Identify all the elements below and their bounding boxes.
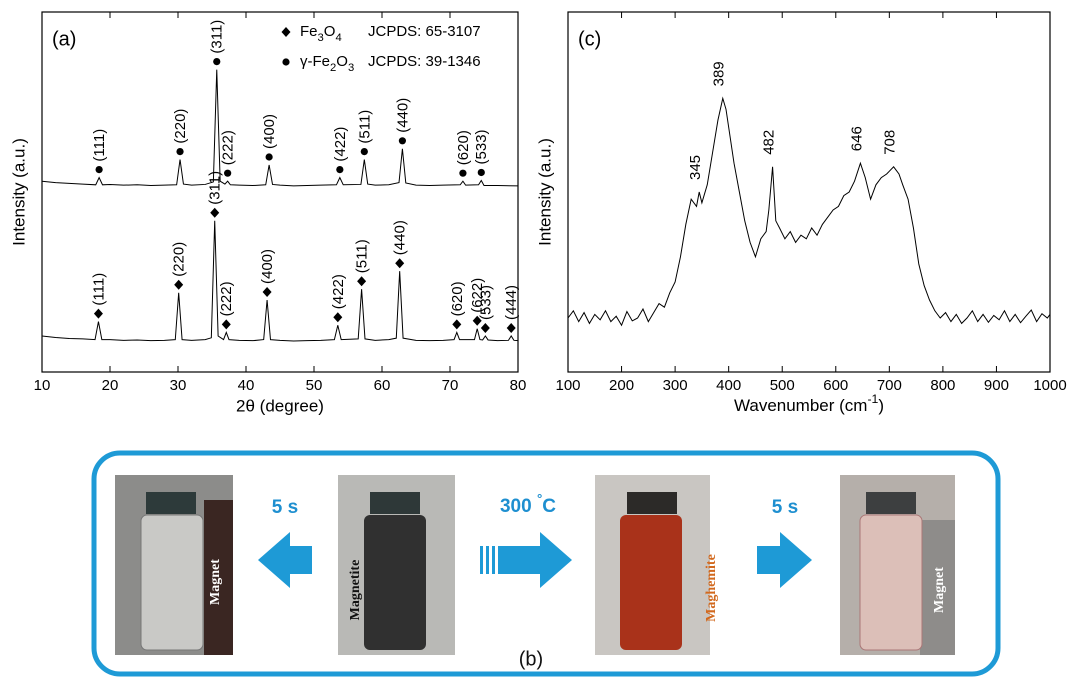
peak-marker xyxy=(96,166,103,173)
peak-label: (422) xyxy=(330,274,347,309)
peak-marker xyxy=(361,148,368,155)
x-tick-label: 500 xyxy=(770,377,795,394)
peak-label: (440) xyxy=(392,220,409,255)
photo-3 xyxy=(595,475,710,655)
peak-marker xyxy=(210,208,219,218)
peak-label: (111) xyxy=(91,129,108,162)
peak-marker xyxy=(213,58,220,65)
peak-marker xyxy=(222,319,231,329)
arrow xyxy=(258,532,312,588)
legend-marker xyxy=(282,27,291,37)
panel-label: (a) xyxy=(52,28,76,50)
peak-marker xyxy=(452,319,461,329)
peak-label: 482 xyxy=(761,130,778,155)
peak-label: (111) xyxy=(90,273,107,306)
peak-label: (311) xyxy=(209,20,226,54)
x-tick-label: 200 xyxy=(609,377,634,394)
peak-marker xyxy=(176,148,183,155)
step-label: 5 s xyxy=(272,497,298,518)
arrow xyxy=(480,532,572,588)
x-tick-label: 800 xyxy=(930,377,955,394)
legend-label: JCPDS: 65-3107 xyxy=(368,23,481,40)
peak-label: 345 xyxy=(687,155,704,180)
x-tick-label: 50 xyxy=(306,377,323,394)
legend-label: Fe3O4 xyxy=(300,23,342,44)
peak-marker xyxy=(399,137,406,144)
peak-marker xyxy=(478,169,485,176)
peak-label: (511) xyxy=(356,110,373,144)
peak-label: (533) xyxy=(473,129,490,164)
x-tick-label: 1000 xyxy=(1033,377,1066,394)
peak-marker xyxy=(266,153,273,160)
data-line xyxy=(42,70,518,186)
peak-label: (222) xyxy=(220,130,237,165)
x-tick-label: 900 xyxy=(984,377,1009,394)
peak-marker xyxy=(395,258,404,268)
legend-marker xyxy=(282,58,289,65)
x-tick-label: 700 xyxy=(877,377,902,394)
peak-marker xyxy=(507,323,516,333)
legend-label: γ-Fe2O3 xyxy=(300,53,354,74)
peak-marker xyxy=(357,276,366,286)
peak-marker xyxy=(333,312,342,322)
x-tick-label: 300 xyxy=(663,377,688,394)
vial-label: Maghemite xyxy=(704,554,719,622)
panel-label: (c) xyxy=(578,28,601,50)
peak-label: (400) xyxy=(261,114,278,149)
data-line xyxy=(568,98,1050,325)
peak-label: (444) xyxy=(503,285,520,320)
peak-label: (222) xyxy=(218,281,235,316)
x-axis-label: 2θ (degree) xyxy=(236,396,324,415)
peak-label: (440) xyxy=(394,98,411,133)
vial-label: Magnetite xyxy=(348,560,363,621)
peak-label: (400) xyxy=(259,249,276,284)
x-tick-label: 80 xyxy=(510,377,527,394)
peak-marker xyxy=(94,309,103,319)
x-tick-label: 10 xyxy=(34,377,51,394)
photo-4 xyxy=(840,475,955,655)
plot-frame xyxy=(568,12,1050,372)
peak-marker xyxy=(224,170,231,177)
step-label: 5 s xyxy=(772,497,798,518)
peak-label: (422) xyxy=(332,127,349,162)
peak-marker xyxy=(459,170,466,177)
peak-marker xyxy=(481,323,490,333)
vial-label: Magnet xyxy=(932,567,947,613)
peak-marker xyxy=(336,166,343,173)
step-label: 300 °C xyxy=(500,491,556,517)
peak-label: 389 xyxy=(711,61,728,86)
x-tick-label: 70 xyxy=(442,377,459,394)
peak-label: (220) xyxy=(172,109,189,144)
vial-label: Magnet xyxy=(208,559,223,605)
peak-label: (620) xyxy=(455,130,472,165)
x-tick-label: 30 xyxy=(170,377,187,394)
x-tick-label: 60 xyxy=(374,377,391,394)
x-tick-label: 400 xyxy=(716,377,741,394)
peak-label: (620) xyxy=(449,281,466,316)
x-tick-label: 600 xyxy=(823,377,848,394)
figure: 5 s 300 °C 5 s Magnet Magnetite Maghemit… xyxy=(0,0,1072,680)
y-axis-label: Intensity (a.u.) xyxy=(9,138,28,246)
peak-label: 708 xyxy=(882,130,899,155)
peak-label: 646 xyxy=(848,126,865,151)
peak-label: (220) xyxy=(171,242,188,277)
peak-label: (511) xyxy=(354,239,371,273)
x-tick-label: 20 xyxy=(102,377,119,394)
data-line xyxy=(42,221,518,341)
arrow xyxy=(757,532,812,588)
x-tick-label: 100 xyxy=(555,377,580,394)
y-axis-label: Intensity (a.u.) xyxy=(535,138,554,246)
x-axis-label: Wavenumber (cm-1) xyxy=(734,392,884,415)
legend-label: JCPDS: 39-1346 xyxy=(368,53,481,70)
x-tick-label: 40 xyxy=(238,377,255,394)
panel-label: (b) xyxy=(519,648,543,670)
peak-marker xyxy=(263,287,272,297)
peak-marker xyxy=(174,280,183,290)
peak-label: (311) xyxy=(207,171,224,205)
peak-label: (533) xyxy=(477,285,494,320)
